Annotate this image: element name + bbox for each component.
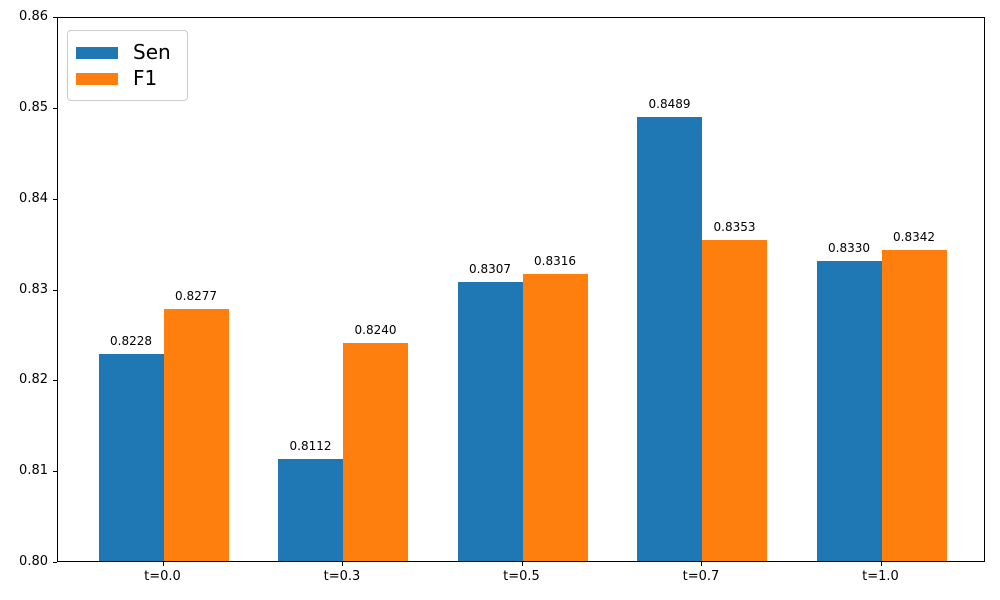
bar-f1-t=0.0 [163, 309, 229, 561]
y-tick-label: 0.82 [19, 372, 48, 388]
x-tick-mark [521, 562, 523, 566]
y-tick-mark [53, 107, 57, 109]
bar-value-label: 0.8342 [893, 230, 935, 245]
bar-f1-t=0.3 [343, 343, 408, 561]
bar-sen-t=0.0 [98, 353, 164, 561]
bar-f1-t=1.0 [881, 250, 947, 561]
bar-value-label: 0.8112 [289, 439, 332, 454]
legend-entry-sen: Sen [76, 40, 171, 65]
bar-f1-t=0.5 [522, 273, 588, 561]
x-tick-label: t=0.5 [503, 569, 540, 584]
y-tick-label: 0.85 [19, 99, 48, 115]
y-tick-mark [53, 198, 57, 200]
y-tick-mark [53, 562, 57, 563]
y-tick-mark [53, 289, 57, 291]
y-tick-label: 0.83 [19, 281, 48, 297]
legend: Sen F1 [67, 30, 188, 101]
legend-label-f1: F1 [133, 66, 158, 90]
y-tick-label: 0.86 [19, 9, 48, 24]
bar-value-label: 0.8228 [110, 333, 152, 348]
bar-value-label: 0.8330 [828, 241, 870, 256]
bar-sen-t=0.7 [637, 116, 702, 561]
x-tick-label: t=0.7 [682, 569, 720, 584]
bar-value-label: 0.8316 [534, 253, 576, 268]
y-tick-label: 0.84 [19, 190, 48, 206]
y-tick-mark [53, 471, 57, 473]
x-tick-mark [162, 562, 164, 566]
bar-sen-t=0.5 [457, 282, 523, 561]
bar-f1-t=0.7 [702, 240, 767, 561]
x-tick-mark [342, 562, 343, 566]
x-tick-label: t=0.0 [144, 569, 181, 584]
x-tick-label: t=0.3 [323, 569, 361, 584]
x-tick-label: t=1.0 [862, 569, 899, 584]
legend-swatch-f1-icon [76, 72, 118, 85]
legend-swatch-sen-icon [76, 46, 118, 59]
y-tick-mark [53, 17, 57, 18]
bar-value-label: 0.8489 [648, 96, 691, 111]
bar-value-label: 0.8277 [175, 289, 217, 304]
y-tick-label: 0.80 [19, 554, 48, 569]
y-tick-label: 0.81 [19, 463, 48, 479]
bar-sen-t=1.0 [816, 261, 882, 561]
x-tick-mark [701, 562, 702, 566]
bar-sen-t=0.3 [278, 459, 343, 561]
bar-value-label: 0.8240 [354, 323, 397, 337]
legend-entry-f1: F1 [76, 66, 171, 91]
legend-label-sen: Sen [133, 40, 171, 64]
bar-value-label: 0.8353 [713, 220, 756, 235]
plot-area: Sen F1 0.8228 0.8277 0.8112 0.8240 0.8307 0.8… [57, 17, 985, 562]
x-tick-mark [880, 562, 882, 566]
bar-value-label: 0.8307 [469, 262, 511, 277]
y-tick-mark [53, 380, 57, 382]
